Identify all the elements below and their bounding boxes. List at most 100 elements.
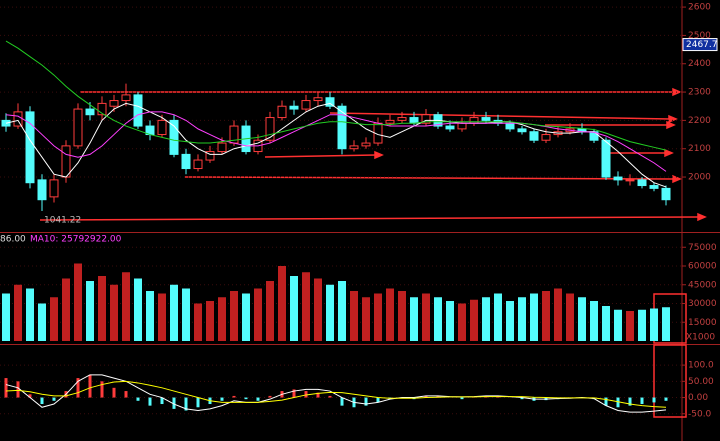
- y-tick-label: 2200: [688, 116, 711, 126]
- volume-bar: [146, 291, 154, 341]
- volume-bar: [98, 276, 106, 341]
- y-tick-label: -50.0: [688, 409, 712, 419]
- volume-bar: [626, 311, 634, 341]
- candle-body: [349, 145, 359, 150]
- candle-body: [217, 142, 227, 153]
- candle-body: [85, 108, 95, 116]
- volume-bar: [578, 297, 586, 341]
- volume-bar: [518, 297, 526, 341]
- arrow: [39, 216, 700, 221]
- volume-bar: [422, 293, 430, 341]
- candle-body: [529, 131, 539, 141]
- volume-bar: [122, 272, 130, 341]
- candle-body: [409, 117, 419, 124]
- candle-body: [385, 119, 395, 124]
- volume-bar: [650, 308, 658, 341]
- volume-bar: [182, 288, 190, 341]
- candle-body: [505, 122, 515, 130]
- candle-body: [37, 179, 47, 201]
- volume-bar: [470, 299, 478, 341]
- volume-bar: [314, 278, 322, 341]
- y-tick-label: 30000: [688, 299, 717, 309]
- y-tick-label: 45000: [688, 280, 717, 290]
- volume-bar: [566, 293, 574, 341]
- candle-body: [613, 176, 623, 181]
- ma-line: [5, 40, 667, 151]
- volume-bar: [494, 293, 502, 341]
- y-tick-label: 2300: [688, 88, 711, 98]
- volume-bar: [230, 291, 238, 341]
- candle-body: [601, 139, 611, 178]
- volume-bar: [110, 284, 118, 341]
- y-tick-label: 2100: [688, 144, 711, 154]
- candle-body: [541, 134, 551, 141]
- ma-line: [5, 102, 667, 188]
- unit-label: X1000: [686, 333, 715, 343]
- last-price-box: [682, 38, 718, 52]
- volume-bar: [662, 307, 670, 341]
- candle-body: [25, 111, 35, 184]
- candle-body: [61, 145, 71, 178]
- candle-body: [661, 187, 671, 201]
- ma-line: [5, 374, 667, 413]
- volume-bar: [62, 278, 70, 341]
- volume-bar: [434, 297, 442, 341]
- legend-value: 86.00: [0, 235, 26, 245]
- candle-body: [457, 122, 467, 130]
- candle-body: [157, 119, 167, 136]
- arrow-head: [697, 212, 707, 222]
- y-tick-label: 2600: [688, 3, 711, 13]
- volume-bar: [338, 281, 346, 341]
- arrow-head: [374, 150, 384, 160]
- candle-body: [637, 179, 647, 187]
- volume-bar: [554, 288, 562, 341]
- volume-bar: [14, 284, 22, 341]
- candle-body: [289, 105, 299, 110]
- y-tick-label: 2000: [688, 173, 711, 183]
- candle-body: [181, 153, 191, 170]
- volume-bar: [602, 306, 610, 341]
- candle-body: [49, 179, 59, 198]
- y-tick-label: 0.00: [688, 393, 708, 403]
- volume-bar: [134, 278, 142, 341]
- candle-body: [301, 100, 311, 110]
- y-tick-label: 2500: [688, 31, 711, 41]
- volume-bar: [50, 297, 58, 341]
- volume-bar: [194, 303, 202, 341]
- y-tick-label: 75000: [688, 243, 717, 253]
- candle-body: [337, 105, 347, 150]
- last-price-label: 2467.7: [686, 40, 718, 50]
- ma-line: [5, 111, 667, 172]
- candle-body: [625, 179, 635, 182]
- candle-body: [325, 97, 335, 107]
- candle-body: [481, 117, 491, 121]
- candle-body: [517, 128, 527, 133]
- candle-body: [109, 100, 119, 107]
- volume-bar: [170, 284, 178, 341]
- low-label: 1041.22: [44, 216, 81, 226]
- volume-bar: [506, 301, 514, 341]
- candle-body: [397, 117, 407, 121]
- volume-bar: [302, 272, 310, 341]
- volume-bar: [398, 291, 406, 341]
- candle-body: [265, 117, 275, 141]
- candle-body: [97, 102, 107, 116]
- volume-bar: [266, 281, 274, 341]
- volume-bar: [38, 303, 46, 341]
- trend-arrows: [39, 87, 707, 222]
- candle-body: [133, 94, 143, 127]
- candle-body: [205, 151, 215, 161]
- y-tick-label: 2400: [688, 59, 711, 69]
- volume-bar: [254, 288, 262, 341]
- volume-bar: [158, 293, 166, 341]
- candle-body: [277, 105, 287, 119]
- volume-bar: [638, 309, 646, 341]
- volume-bar: [326, 284, 334, 341]
- arrow-head: [664, 148, 674, 158]
- volume-bar: [362, 297, 370, 341]
- arrow: [264, 154, 377, 158]
- volume-bar: [206, 301, 214, 341]
- candle-body: [121, 94, 131, 102]
